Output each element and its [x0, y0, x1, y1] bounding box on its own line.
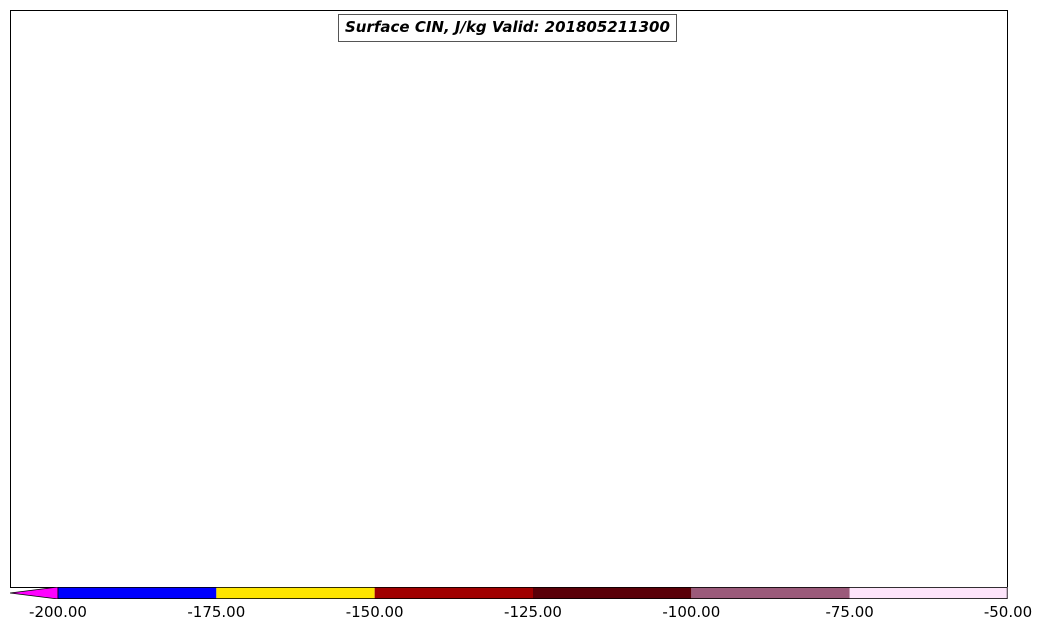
- colorbar-segment: [533, 587, 692, 599]
- colorbar-tick-label: -50.00: [983, 603, 1033, 621]
- colorbar-segment: [691, 587, 850, 599]
- colorbar-extend-arrow: [10, 587, 59, 599]
- map-title: Surface CIN, J/kg Valid: 201805211300: [338, 14, 677, 42]
- colorbar-tick-label: -75.00: [825, 603, 874, 621]
- colorbar-tick-label: -125.00: [504, 603, 562, 621]
- colorbar-tick-label: -150.00: [345, 603, 404, 621]
- colorbar-segment: [58, 587, 217, 599]
- colorbar-tick-label: -200.00: [29, 603, 87, 621]
- colorbar-tick-label: -100.00: [662, 603, 721, 621]
- map-frame: [10, 10, 1008, 588]
- colorbar-tick-label: -175.00: [187, 603, 246, 621]
- colorbar-segment: [374, 587, 533, 599]
- colorbar: [10, 587, 1008, 599]
- colorbar-segment: [216, 587, 375, 599]
- colorbar-segment: [849, 587, 1008, 599]
- colorbar-border: [57, 587, 1008, 599]
